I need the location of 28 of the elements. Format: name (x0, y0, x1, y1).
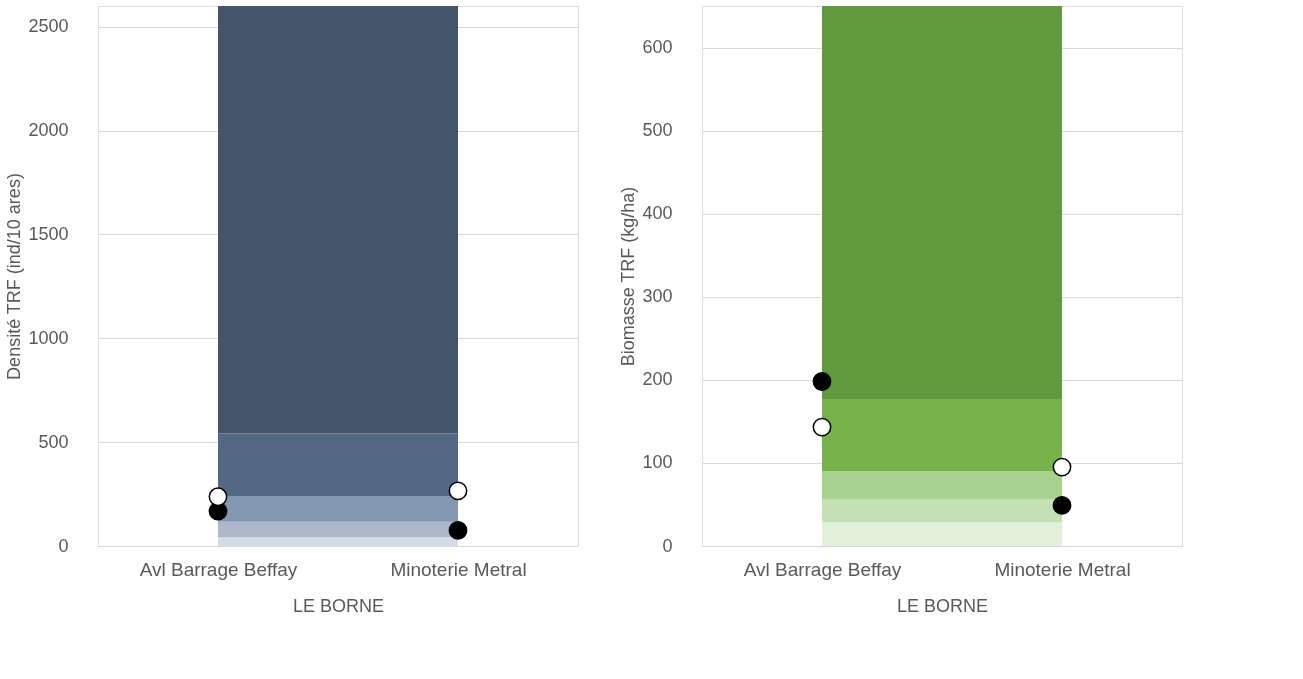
y-tick-label: 200 (642, 369, 673, 390)
point (812, 417, 832, 437)
y-tick-label: 1000 (28, 327, 69, 348)
y-tick-label: 600 (642, 37, 673, 58)
y-axis-title: Densité TRF (ind/10 ares) (4, 173, 25, 380)
x-tick-label: Avl Barrage Beffay (743, 558, 902, 580)
y-tick-label: 1500 (28, 223, 69, 244)
y-tick-label: 300 (642, 286, 673, 307)
point (208, 487, 228, 507)
y-tick-label: 500 (38, 431, 69, 452)
x-tick-label: Avl Barrage Beffay (139, 558, 298, 580)
point (448, 481, 468, 501)
y-tick-label: 500 (642, 120, 673, 141)
point (812, 372, 832, 391)
y-tick-label: 2000 (28, 120, 69, 141)
y-tick-label: 0 (58, 535, 69, 556)
x-axis-title: LE BORNE (292, 595, 385, 616)
point (448, 521, 468, 540)
x-tick-label: Minoterie Metral (390, 558, 527, 580)
point (1052, 457, 1072, 477)
y-axis-title: Biomasse TRF (kg/ha) (618, 186, 639, 367)
x-tick-label: Minoterie Metral (994, 558, 1131, 580)
y-tick-label: 0 (662, 535, 673, 556)
y-tick-label: 400 (642, 203, 673, 224)
y-tick-label: 2500 (28, 16, 69, 37)
y-tick-label: 100 (642, 452, 673, 473)
x-axis-title: LE BORNE (896, 595, 989, 616)
point (1052, 495, 1072, 515)
